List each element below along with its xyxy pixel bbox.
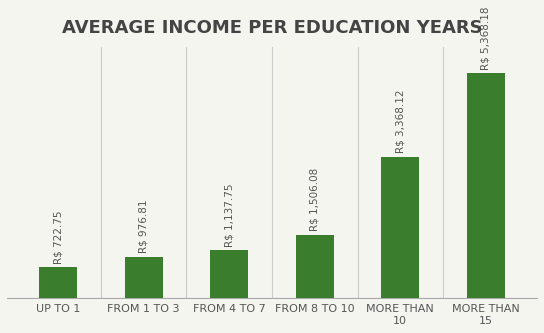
Text: R$ 1,137.75: R$ 1,137.75 — [224, 183, 234, 247]
Bar — [295, 234, 334, 297]
Text: R$ 1,506.08: R$ 1,506.08 — [310, 168, 320, 231]
Text: R$ 3,368.12: R$ 3,368.12 — [395, 90, 405, 154]
Bar — [125, 257, 163, 297]
Text: R$ 722.75: R$ 722.75 — [53, 210, 63, 264]
Bar — [210, 250, 249, 297]
Text: R$ 976.81: R$ 976.81 — [139, 200, 149, 253]
Bar — [381, 157, 419, 297]
Bar — [39, 267, 77, 297]
Title: AVERAGE INCOME PER EDUCATION YEARS: AVERAGE INCOME PER EDUCATION YEARS — [61, 19, 483, 37]
Bar — [467, 73, 505, 297]
Text: R$ 5,368.18: R$ 5,368.18 — [481, 6, 491, 70]
